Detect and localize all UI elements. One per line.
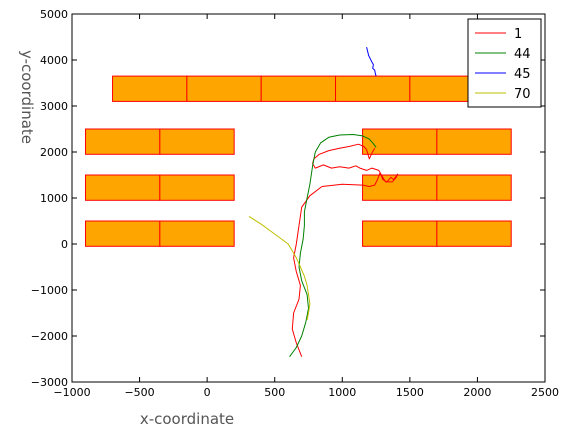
series-line-70	[248, 215, 311, 320]
axis-ticks: −1000 −500 0 500 1000 1500 2000 2500 −3000 −2000 −…	[31, 8, 559, 399]
block-0-0	[112, 75, 188, 102]
trajectory-lines	[248, 46, 399, 357]
y-tick-label: 0	[61, 238, 68, 251]
x-tick-label: 1000	[328, 386, 356, 399]
x-tick-label: 2000	[463, 386, 491, 399]
y-tick-label: −2000	[31, 330, 68, 343]
block-5-0	[362, 174, 438, 201]
x-tick-label: 2500	[531, 386, 559, 399]
legend-label-44: 44	[514, 47, 531, 62]
x-tick-label: −1000	[53, 386, 90, 399]
series-line-1	[291, 143, 399, 357]
y-tick-label: −3000	[31, 376, 68, 389]
y-tick-label: −1000	[31, 284, 68, 297]
x-tick-label: 0	[204, 386, 211, 399]
legend-label-70: 70	[514, 87, 531, 102]
x-tick-label: 1500	[396, 386, 424, 399]
block-2-1	[159, 174, 235, 201]
x-axis-label: x-coordinate	[140, 410, 234, 428]
series-line-44	[289, 134, 377, 357]
block-1-1	[159, 128, 235, 155]
block-3-1	[159, 220, 235, 247]
y-tick-label: 3000	[40, 100, 68, 113]
legend-box	[467, 18, 542, 108]
block-2-0	[85, 174, 161, 201]
series-line-45	[366, 46, 377, 77]
x-tick-label: −500	[124, 386, 154, 399]
legend-label-1: 1	[514, 27, 522, 42]
block-6-1	[436, 220, 512, 247]
block-0-1	[186, 75, 262, 102]
block-6-0	[362, 220, 438, 247]
y-tick-label: 1000	[40, 192, 68, 205]
y-axis-label: y-coordinate	[18, 50, 36, 144]
x-tick-label: 500	[264, 386, 285, 399]
legend-label-45: 45	[514, 67, 531, 82]
block-4-1	[436, 128, 512, 155]
y-tick-label: 4000	[40, 54, 68, 67]
block-4-0	[362, 128, 438, 155]
block-3-0	[85, 220, 161, 247]
block-0-3	[335, 75, 411, 102]
block-5-1	[436, 174, 512, 201]
legend: 1 44 45 70	[467, 18, 542, 108]
y-tick-label: 5000	[40, 8, 68, 21]
block-1-0	[85, 128, 161, 155]
block-0-2	[260, 75, 337, 102]
y-tick-label: 2000	[40, 146, 68, 159]
